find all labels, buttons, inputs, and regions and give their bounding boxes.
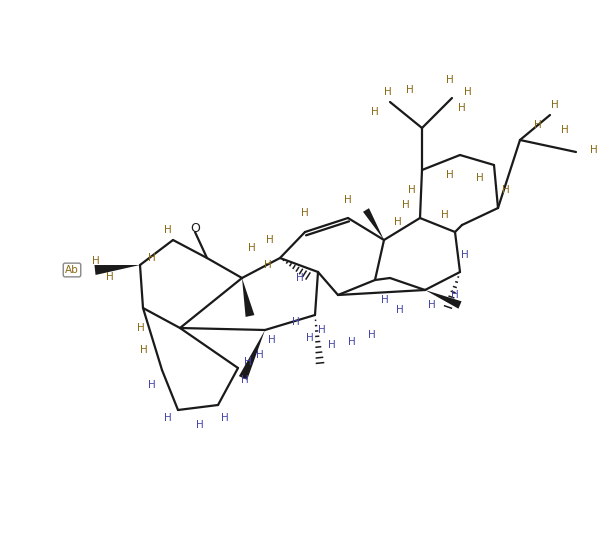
- Polygon shape: [363, 208, 384, 240]
- Text: H: H: [441, 210, 449, 220]
- Polygon shape: [425, 290, 462, 309]
- Text: H: H: [221, 413, 229, 423]
- Text: H: H: [164, 225, 172, 235]
- Text: Ab: Ab: [65, 265, 79, 275]
- Text: H: H: [371, 107, 379, 117]
- Text: H: H: [451, 290, 459, 300]
- Text: H: H: [464, 87, 472, 97]
- Text: H: H: [306, 333, 314, 343]
- Text: H: H: [502, 185, 510, 195]
- Text: H: H: [196, 420, 204, 430]
- Polygon shape: [239, 330, 265, 380]
- Text: H: H: [328, 340, 336, 350]
- Text: H: H: [296, 273, 304, 283]
- Text: O: O: [190, 222, 200, 235]
- Text: H: H: [406, 85, 414, 95]
- Text: H: H: [561, 125, 569, 135]
- Text: H: H: [268, 335, 276, 345]
- Text: H: H: [348, 337, 356, 347]
- Text: H: H: [551, 100, 559, 110]
- Text: H: H: [248, 243, 256, 253]
- Text: H: H: [368, 330, 376, 340]
- Text: H: H: [408, 185, 416, 195]
- Text: H: H: [428, 300, 436, 310]
- Text: H: H: [140, 345, 148, 355]
- Text: H: H: [590, 145, 598, 155]
- Text: H: H: [476, 173, 484, 183]
- Polygon shape: [242, 278, 254, 317]
- Text: H: H: [534, 120, 542, 130]
- Text: H: H: [148, 380, 156, 390]
- Text: H: H: [106, 272, 114, 282]
- Text: H: H: [384, 87, 392, 97]
- Text: H: H: [92, 256, 100, 266]
- Text: H: H: [461, 250, 469, 260]
- Text: H: H: [292, 317, 300, 327]
- Text: H: H: [241, 375, 249, 385]
- Text: H: H: [164, 413, 172, 423]
- Text: H: H: [394, 217, 402, 227]
- Text: H: H: [256, 350, 264, 360]
- Text: H: H: [458, 103, 466, 113]
- Text: H: H: [266, 235, 274, 245]
- Text: H: H: [396, 305, 404, 315]
- Text: H: H: [318, 325, 326, 335]
- Text: H: H: [446, 75, 454, 85]
- Text: H: H: [148, 253, 156, 263]
- Text: H: H: [244, 357, 252, 367]
- Text: H: H: [301, 208, 309, 218]
- Text: H: H: [402, 200, 410, 210]
- Text: H: H: [264, 260, 272, 270]
- Text: H: H: [446, 170, 454, 180]
- Text: H: H: [381, 295, 389, 305]
- Polygon shape: [94, 265, 140, 275]
- Text: H: H: [344, 195, 352, 205]
- Text: H: H: [137, 323, 145, 333]
